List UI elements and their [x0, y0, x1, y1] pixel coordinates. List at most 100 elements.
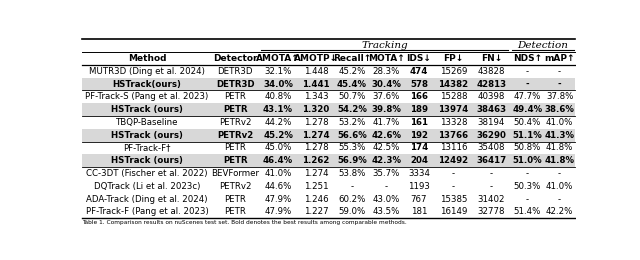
Text: -: -	[526, 195, 529, 204]
Text: 45.4%: 45.4%	[337, 80, 367, 88]
Text: 181: 181	[411, 207, 428, 217]
Text: 14382: 14382	[438, 80, 468, 88]
Text: 45.2%: 45.2%	[263, 131, 293, 140]
Text: 60.2%: 60.2%	[339, 195, 365, 204]
Text: 13974: 13974	[438, 105, 468, 114]
Text: -: -	[525, 80, 529, 88]
Bar	[83, 154, 575, 167]
Text: Recall↑: Recall↑	[333, 54, 371, 63]
Text: 50.3%: 50.3%	[514, 182, 541, 191]
Text: 38.6%: 38.6%	[545, 105, 575, 114]
Text: 41.8%: 41.8%	[545, 156, 575, 165]
Text: 15269: 15269	[440, 67, 467, 76]
Text: Table 1. Comparison results on nuScenes test set. Bold denotes the best results : Table 1. Comparison results on nuScenes …	[83, 220, 407, 225]
Text: 34.0%: 34.0%	[263, 80, 293, 88]
Text: PETR: PETR	[224, 195, 246, 204]
Text: 36290: 36290	[477, 131, 506, 140]
Text: 13328: 13328	[440, 118, 467, 127]
Text: 578: 578	[410, 80, 428, 88]
Text: 1.320: 1.320	[303, 105, 330, 114]
Text: PETRv2: PETRv2	[217, 131, 253, 140]
Text: mAP↑: mAP↑	[545, 54, 575, 63]
Text: 53.8%: 53.8%	[339, 169, 365, 178]
Text: PF-Track-S (Pang et al. 2023): PF-Track-S (Pang et al. 2023)	[85, 92, 209, 101]
Text: 32.1%: 32.1%	[264, 67, 292, 76]
Text: 12492: 12492	[438, 156, 468, 165]
Text: 47.7%: 47.7%	[514, 92, 541, 101]
Text: PF-Track-F†: PF-Track-F†	[123, 144, 171, 153]
Text: 40.8%: 40.8%	[264, 92, 292, 101]
Text: FN↓: FN↓	[481, 54, 502, 63]
Text: 204: 204	[410, 156, 428, 165]
Text: 15385: 15385	[440, 195, 467, 204]
Text: 44.2%: 44.2%	[264, 118, 292, 127]
Text: NDS↑: NDS↑	[513, 54, 542, 63]
Text: 1.227: 1.227	[304, 207, 328, 217]
Text: Tracking: Tracking	[362, 41, 408, 50]
Text: 1.441: 1.441	[302, 80, 330, 88]
Text: 35408: 35408	[478, 144, 505, 153]
Text: 166: 166	[410, 92, 428, 101]
Text: 43.5%: 43.5%	[372, 207, 400, 217]
Text: 56.9%: 56.9%	[337, 156, 367, 165]
Text: DQTrack (Li et al. 2023c): DQTrack (Li et al. 2023c)	[93, 182, 200, 191]
Text: 43828: 43828	[478, 67, 505, 76]
Text: 30.4%: 30.4%	[371, 80, 401, 88]
Text: 40398: 40398	[478, 92, 505, 101]
Text: 47.9%: 47.9%	[264, 195, 292, 204]
Bar	[83, 77, 575, 90]
Text: PETR: PETR	[223, 105, 248, 114]
Text: 474: 474	[410, 67, 428, 76]
Text: 1.343: 1.343	[304, 92, 328, 101]
Text: IDS↓: IDS↓	[406, 54, 431, 63]
Text: 42813: 42813	[476, 80, 507, 88]
Text: 51.0%: 51.0%	[513, 156, 542, 165]
Text: 1.448: 1.448	[304, 67, 328, 76]
Text: 37.8%: 37.8%	[546, 92, 573, 101]
Text: -: -	[490, 169, 493, 178]
Text: -: -	[351, 182, 353, 191]
Text: BEVFormer: BEVFormer	[211, 169, 259, 178]
Text: ADA-Track (Ding et al. 2024): ADA-Track (Ding et al. 2024)	[86, 195, 207, 204]
Text: Method: Method	[127, 54, 166, 63]
Text: 39.8%: 39.8%	[371, 105, 401, 114]
Text: -: -	[558, 169, 561, 178]
Text: 41.0%: 41.0%	[546, 118, 573, 127]
Text: 49.4%: 49.4%	[512, 105, 543, 114]
Text: 1.278: 1.278	[304, 144, 328, 153]
Text: 55.3%: 55.3%	[339, 144, 365, 153]
Text: 13116: 13116	[440, 144, 467, 153]
Text: 45.2%: 45.2%	[339, 67, 365, 76]
Text: HSTrack (ours): HSTrack (ours)	[111, 131, 183, 140]
Text: 59.0%: 59.0%	[339, 207, 365, 217]
Text: 41.0%: 41.0%	[264, 169, 292, 178]
Text: 32778: 32778	[478, 207, 505, 217]
Text: 1.278: 1.278	[304, 118, 328, 127]
Text: 1.246: 1.246	[304, 195, 328, 204]
Text: 38463: 38463	[476, 105, 507, 114]
Text: MUTR3D (Ding et al. 2024): MUTR3D (Ding et al. 2024)	[89, 67, 205, 76]
Text: -: -	[452, 182, 455, 191]
Text: 46.4%: 46.4%	[263, 156, 293, 165]
Text: DETR3D: DETR3D	[216, 80, 255, 88]
Text: 13766: 13766	[438, 131, 468, 140]
Text: 45.0%: 45.0%	[264, 144, 292, 153]
Text: 50.4%: 50.4%	[514, 118, 541, 127]
Text: 161: 161	[410, 118, 428, 127]
Text: -: -	[558, 195, 561, 204]
Text: 1.274: 1.274	[304, 169, 328, 178]
Text: 3334: 3334	[408, 169, 430, 178]
Text: 192: 192	[410, 131, 428, 140]
Text: 35.7%: 35.7%	[372, 169, 400, 178]
Text: 15288: 15288	[440, 92, 467, 101]
Text: PETRv2: PETRv2	[219, 118, 252, 127]
Text: 41.3%: 41.3%	[545, 131, 575, 140]
Text: 54.2%: 54.2%	[337, 105, 367, 114]
Text: FP↓: FP↓	[444, 54, 463, 63]
Text: 43.0%: 43.0%	[372, 195, 400, 204]
Text: 51.4%: 51.4%	[514, 207, 541, 217]
Text: 28.3%: 28.3%	[372, 67, 400, 76]
Bar	[83, 129, 575, 142]
Text: DETR3D: DETR3D	[218, 67, 253, 76]
Text: HSTrack(ours): HSTrack(ours)	[113, 80, 181, 88]
